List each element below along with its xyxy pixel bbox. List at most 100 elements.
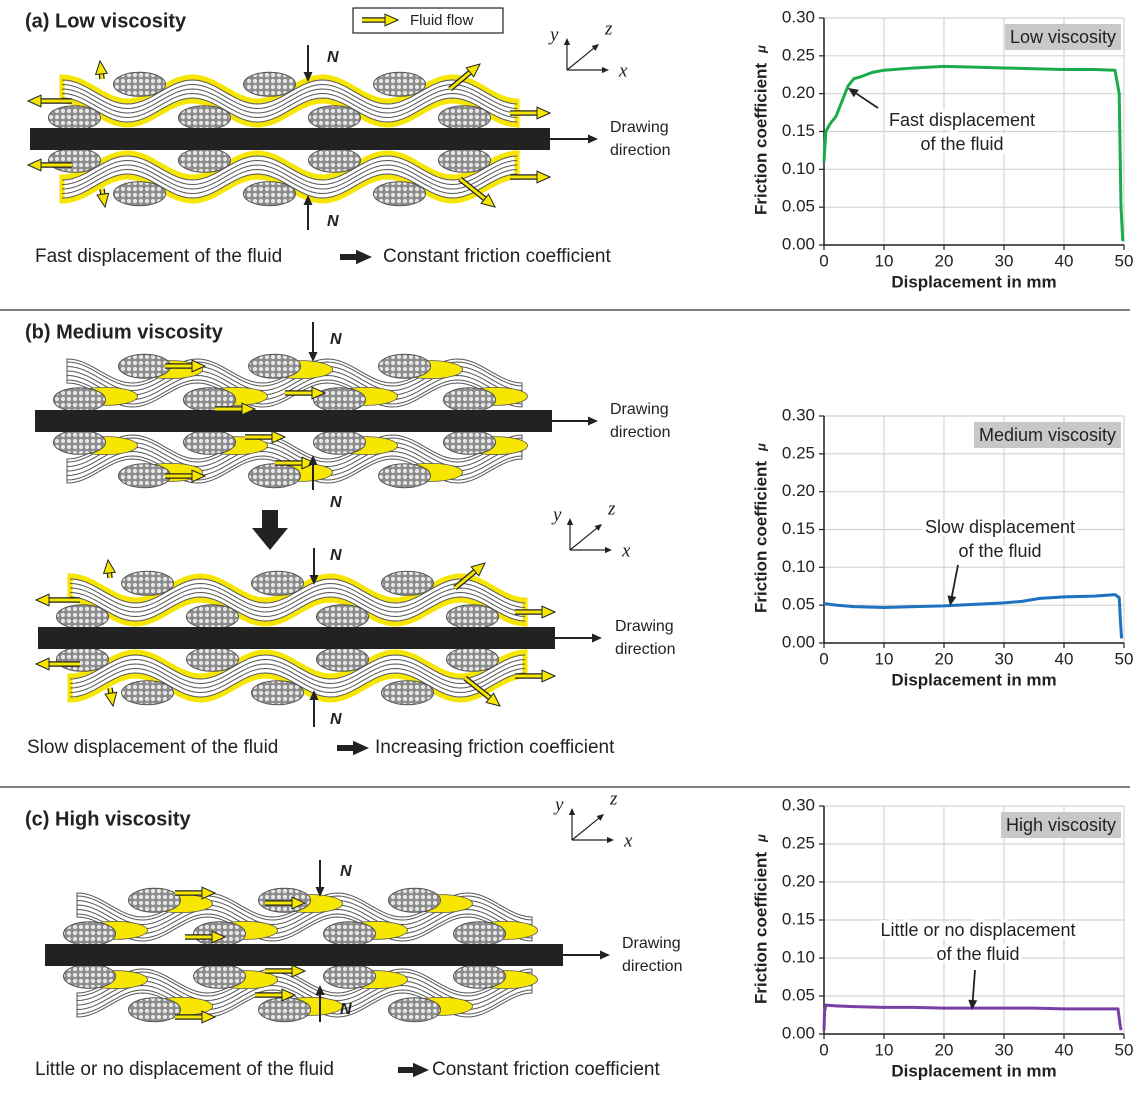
fiber-roving	[438, 105, 491, 131]
triad-axis-head	[596, 814, 604, 821]
force-arrow-head	[309, 575, 319, 585]
caption-cause: Fast displacement of the fluid	[35, 246, 282, 267]
x-tick-label: 30	[995, 251, 1014, 270]
drawing-label: direction	[610, 142, 670, 159]
drawing-strip	[38, 627, 555, 649]
annotation-arrow-head	[947, 595, 957, 606]
drawing-arrow-head	[588, 134, 598, 144]
annotation: Little or no displacement	[880, 920, 1075, 940]
flow-arrow-head	[104, 691, 118, 708]
x-tick-label: 50	[1115, 251, 1134, 270]
series-label-box	[1000, 812, 1121, 838]
yarn	[66, 437, 523, 463]
x-tick-label: 10	[875, 649, 894, 668]
fiber-roving	[323, 921, 376, 947]
drawing-arrow-head	[588, 416, 598, 426]
y-tick-label: 0.15	[782, 909, 815, 928]
drawing-strip	[35, 410, 552, 432]
y-tick-label: 0.25	[782, 833, 815, 852]
drawing-label: Drawing	[622, 935, 681, 952]
fiber-roving	[438, 147, 491, 173]
series-label-box	[1004, 24, 1121, 50]
fiber-roving	[381, 570, 434, 596]
legend-label: Fluid flow	[410, 12, 474, 29]
triad-label: y	[551, 504, 562, 525]
x-tick-label: 20	[935, 251, 954, 270]
flow-arrow-head	[311, 386, 327, 400]
yarn	[69, 583, 526, 608]
yarn	[61, 93, 518, 118]
drawing-arrow-head	[600, 950, 610, 960]
triad-label: y	[553, 794, 564, 815]
triad-axis	[571, 817, 601, 841]
flow-arrow-head	[480, 193, 496, 208]
fiber-roving	[453, 921, 506, 947]
series-label: High viscosity	[1006, 815, 1116, 835]
flow-arrow-head	[96, 192, 110, 209]
triad-axis-head	[566, 518, 574, 525]
flow-arrow-head	[34, 657, 50, 671]
triad-label: z	[607, 498, 616, 519]
force-arrow-head	[309, 690, 319, 700]
annotation: of the fluid	[958, 541, 1041, 561]
y-tick-label: 0.25	[782, 443, 815, 462]
x-tick-label: 40	[1055, 251, 1074, 270]
fiber-roving	[381, 680, 434, 706]
y-tick-label: 0.00	[782, 234, 815, 253]
drawing-label: Drawing	[610, 401, 669, 418]
panel-title: (c) High viscosity	[25, 808, 191, 830]
caption-arrow-head	[353, 740, 369, 756]
fiber-roving	[178, 147, 231, 173]
flow-arrow-head	[465, 63, 481, 78]
flow-arrow-head	[485, 692, 501, 707]
triad-label: z	[609, 788, 618, 809]
triad-axis-head	[563, 38, 571, 45]
flow-arrow-head	[291, 964, 307, 978]
data-line	[822, 1003, 1123, 1031]
flow-arrow-head	[102, 558, 117, 575]
caption-arrow-head	[356, 249, 372, 265]
flow-arrow	[459, 177, 489, 203]
fiber-roving	[113, 71, 166, 97]
panel-title: (a) Low viscosity	[25, 10, 187, 32]
fiber-roving	[453, 963, 506, 989]
fiber-roving	[118, 353, 171, 379]
flow-arrow-head	[291, 896, 307, 910]
annotation-arrow-head	[848, 88, 859, 98]
y-axis-title: Friction coefficient	[751, 63, 770, 215]
yarn	[61, 84, 518, 109]
fiber-roving	[313, 429, 366, 455]
annotation: Slow displacement	[925, 517, 1075, 537]
flow-arrow-head	[94, 59, 109, 76]
fiber-roving	[56, 646, 109, 672]
y-axis-symbol: μ	[753, 834, 768, 843]
y-axis-symbol: μ	[753, 45, 768, 54]
fiber-roving	[193, 963, 246, 989]
flow-arrow	[454, 567, 480, 590]
force-label: N	[327, 49, 339, 66]
y-tick-label: 0.30	[782, 7, 815, 26]
triad-axis-head	[607, 836, 614, 844]
fiber-roving	[48, 105, 101, 131]
y-tick-label: 0.20	[782, 871, 815, 890]
annotation: Fast displacement	[889, 110, 1035, 130]
force-arrow-head	[303, 72, 313, 82]
flow-arrow-head	[536, 170, 552, 184]
y-tick-label: 0.15	[782, 121, 815, 140]
triad-axis	[566, 47, 596, 71]
panel-title: (b) Medium viscosity	[25, 321, 224, 343]
fiber-roving	[186, 646, 239, 672]
flow-arrow-head	[211, 930, 227, 944]
drawing-strip	[45, 944, 563, 966]
x-tick-label: 0	[819, 251, 828, 270]
caption-effect: Constant friction coefficient	[432, 1059, 660, 1080]
series-label-box	[973, 422, 1121, 448]
triad-label: x	[618, 60, 628, 81]
fiber-roving	[251, 680, 304, 706]
annotation: of the fluid	[936, 944, 1019, 964]
fiber-roving	[373, 181, 426, 207]
yarn	[61, 155, 518, 181]
flow-arrow	[464, 676, 494, 702]
flow-arrow-head	[470, 562, 486, 577]
